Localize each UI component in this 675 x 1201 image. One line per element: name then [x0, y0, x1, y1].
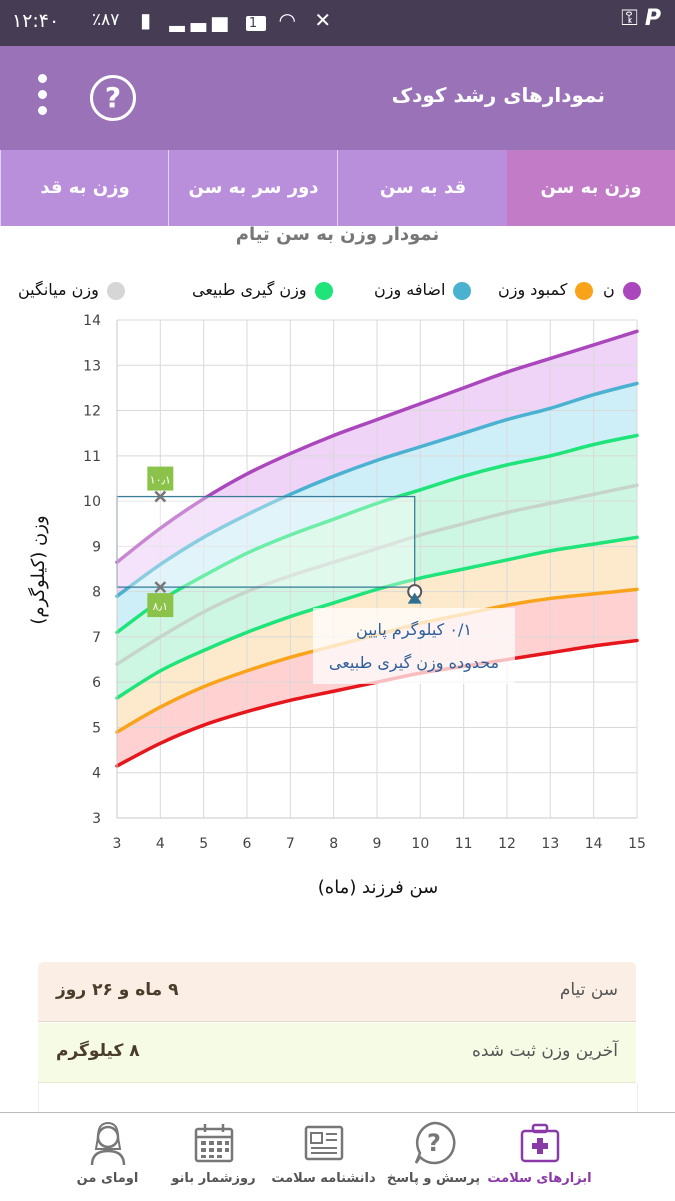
y-tick-label: 7 [92, 630, 101, 646]
range-label-badge [147, 593, 174, 618]
x-tick-label: 8 [329, 836, 338, 852]
x-tick-label: 5 [199, 836, 208, 852]
x-tick-label: 14 [585, 836, 603, 852]
status-bar: ۱۲:۴۰ ٪۸۷ ▮ ▂▃▅ 1 ◠ ✕ ⚿ P [0, 0, 675, 46]
percentile-curve [115, 433, 639, 635]
chart-legend: ن کمبود وزن اضافه وزن وزن گیری طبیعی وزن… [0, 280, 675, 306]
tab-height-for-age[interactable]: قد به سن [337, 150, 508, 226]
tab-head-for-age[interactable]: دور سر به سن [168, 150, 338, 226]
next-card [38, 1083, 638, 1113]
age-value: ۹ ماه و ۲۶ روز [56, 980, 179, 1000]
percentile-curve [115, 483, 639, 666]
y-tick-label: 4 [92, 766, 101, 782]
y-axis-label: وزن (کیلوگرم) [27, 515, 49, 624]
annotation-line-2: محدوده وزن گیری طبیعی [329, 653, 499, 673]
legend-dot-icon [622, 281, 641, 300]
y-tick-label: 6 [92, 675, 101, 691]
nav-health-tools[interactable]: ابزارهای سلامت [472, 1119, 607, 1199]
weight-for-age-chart: ۱۰٫۱ ۸٫۱ 3 4 5 6 7 8 9 10 11 12 13 14 15 3 4 5 6 7 8 9 10 11 12… [27, 313, 646, 898]
percentile-curve [115, 329, 639, 564]
x-tick-label: 9 [373, 836, 382, 852]
y-tick-label: 12 [83, 404, 101, 420]
svg-text:?: ? [427, 1129, 441, 1157]
child-point-pointer [407, 592, 422, 604]
nav-period-calendar[interactable]: روزشمار بانو [146, 1119, 281, 1199]
legend-item-underweight: کمبود وزن [498, 280, 594, 304]
health-kit-icon [520, 1123, 559, 1163]
percentile-curve [115, 381, 639, 598]
tab-weight-for-age[interactable]: وزن به سن [507, 150, 675, 226]
tab-bar: وزن به سن قد به سن دور سر به سن وزن به ق… [0, 150, 675, 226]
signal-icon: ▂▃▅ [169, 8, 234, 32]
legend-item-overweight: اضافه وزن [374, 280, 472, 304]
question-bubble-icon: ? [414, 1121, 456, 1165]
y-tick-label: 11 [83, 449, 101, 465]
y-tick-label: 14 [83, 313, 101, 329]
range-marker [154, 581, 167, 593]
status-icons: ▮ ▂▃▅ 1 ◠ ✕ [140, 8, 337, 32]
x-tick-label: 10 [411, 836, 429, 852]
status-right-icons: ⚿ P [621, 6, 661, 31]
legend-dot-icon [106, 281, 125, 300]
app-bar: ? نمودارهای رشد کودک [0, 46, 675, 150]
last-weight-label: آخرین وزن ثبت شده [471, 1041, 618, 1061]
newspaper-icon [304, 1125, 343, 1161]
x-tick-label: 12 [498, 836, 516, 852]
legend-item-normal: وزن گیری طبیعی [192, 280, 333, 304]
key-icon: ⚿ [621, 6, 638, 31]
y-tick-label: 5 [92, 720, 101, 736]
calendar-icon [194, 1124, 233, 1163]
y-tick-label: 3 [92, 811, 101, 827]
legend-dot-icon [453, 281, 472, 300]
battery-level: ٪۸۷ [92, 10, 120, 30]
status-time: ۱۲:۴۰ [12, 10, 60, 32]
p-logo-icon: P [644, 6, 661, 31]
y-tick-label: 13 [83, 358, 101, 374]
x-tick-label: 4 [156, 836, 165, 852]
x-tick-label: 6 [243, 836, 252, 852]
sim-icon: 1 [245, 16, 267, 31]
y-tick-label: 10 [83, 494, 101, 510]
age-label: سن تیام [559, 980, 618, 1000]
x-tick-label: 15 [628, 836, 646, 852]
x-tick-label: 13 [541, 836, 559, 852]
bottom-nav: ابزارهای سلامت ? پرسش و پاسخ دانشنامه سل… [0, 1112, 675, 1201]
range-label: ۸٫۱ [153, 600, 168, 613]
profile-icon [90, 1121, 125, 1166]
nav-my-profile[interactable]: اومای من [40, 1119, 175, 1199]
help-button[interactable]: ? [90, 75, 136, 121]
tab-weight-for-height[interactable]: وزن به قد [0, 150, 169, 226]
x-tick-label: 11 [455, 836, 473, 852]
range-label: ۱۰٫۱ [150, 474, 171, 487]
legend-item-average: وزن میانگین [18, 280, 125, 304]
wifi-icon: ◠ [278, 8, 302, 32]
battery-icon: ▮ [140, 8, 158, 32]
range-marker [154, 490, 167, 503]
age-card: سن تیام ۹ ماه و ۲۶ روز [38, 962, 636, 1022]
x-tick-label: 7 [286, 836, 295, 852]
normal-range-box [116, 495, 416, 588]
range-label-badge [147, 466, 174, 491]
legend-dot-icon [575, 281, 594, 300]
legend-dot-icon [314, 281, 333, 300]
nav-encyclopedia[interactable]: دانشنامه سلامت [256, 1119, 391, 1199]
overflow-menu-icon[interactable] [38, 74, 48, 124]
percentile-curve [115, 535, 639, 700]
chart-title: نمودار وزن به سن تیام [235, 224, 440, 245]
annotation-background [313, 608, 515, 684]
mute-icon: ✕ [314, 8, 338, 32]
y-tick-label: 9 [92, 539, 101, 555]
last-weight-card: آخرین وزن ثبت شده ۸ کیلوگرم [38, 1023, 636, 1083]
annotation-line-1: ۰/۱ کیلوگرم پایین [356, 620, 472, 640]
legend-item-severe: ن [603, 280, 641, 304]
last-weight-value: ۸ کیلوگرم [56, 1041, 140, 1061]
page-title: نمودارهای رشد کودک [391, 83, 605, 107]
x-axis-label: سن فرزند (ماه) [318, 877, 439, 898]
y-tick-label: 8 [92, 585, 101, 601]
nav-qa[interactable]: ? پرسش و پاسخ [366, 1119, 501, 1199]
x-tick-label: 3 [113, 836, 122, 852]
